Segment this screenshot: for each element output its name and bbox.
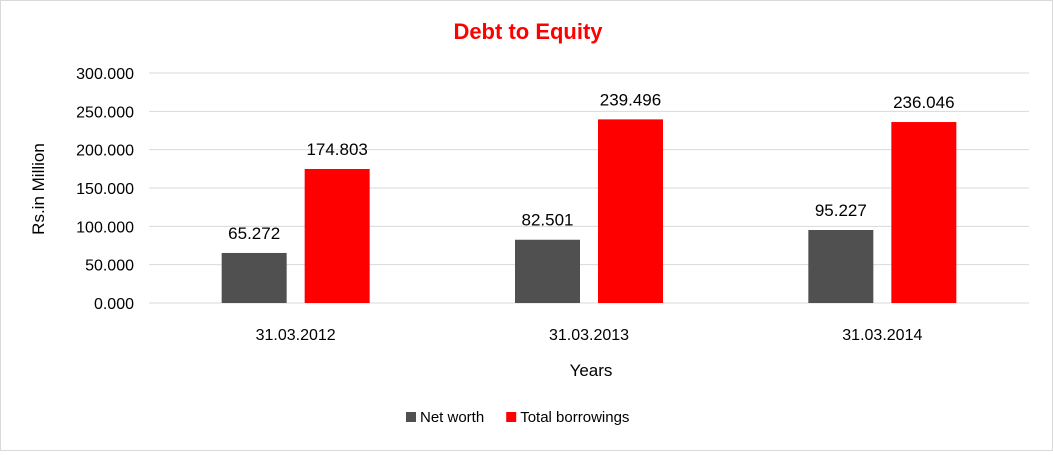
- y-tick-label: 200.000: [76, 143, 134, 160]
- x-tick-label: 31.03.2012: [256, 327, 336, 344]
- y-tick-label: 100.000: [76, 219, 134, 236]
- data-label: 65.272: [228, 224, 280, 243]
- bar-total-borrowings: [598, 119, 663, 303]
- data-label: 239.496: [600, 90, 661, 109]
- bar-total-borrowings: [891, 122, 957, 303]
- y-tick-label: 150.000: [76, 181, 134, 198]
- legend-label: Total borrowings: [520, 409, 629, 426]
- bar-net-worth: [808, 229, 874, 303]
- bars: [221, 119, 957, 303]
- x-tick-label: 31.03.2014: [842, 327, 922, 344]
- legend-swatch-total-borrowings: [506, 412, 517, 422]
- data-label: 95.227: [815, 201, 867, 220]
- legend-swatch-net-worth: [406, 412, 416, 422]
- y-axis-title: Rs.in Million: [29, 143, 48, 235]
- x-tick-label: 31.03.2013: [549, 327, 629, 344]
- data-label: 236.046: [893, 93, 954, 112]
- legend: Net worth Total borrowings: [406, 409, 629, 426]
- x-axis-ticks: 31.03.2012 31.03.2013 31.03.2014: [256, 327, 923, 344]
- x-axis-title: Years: [570, 361, 613, 380]
- data-label: 82.501: [522, 211, 574, 230]
- bar-net-worth: [221, 252, 287, 303]
- chart-title: Debt to Equity: [453, 19, 603, 44]
- data-labels: 65.272 174.803 82.501 239.496 95.227 236.046: [228, 90, 954, 243]
- bar-net-worth: [515, 239, 580, 303]
- bar-total-borrowings: [304, 168, 370, 303]
- y-tick-label: 50.000: [85, 258, 134, 275]
- gridlines: [149, 72, 1029, 304]
- y-tick-label: 0.000: [94, 296, 134, 313]
- y-tick-label: 250.000: [76, 104, 134, 121]
- legend-label: Net worth: [420, 409, 484, 426]
- y-tick-label: 300.000: [76, 66, 134, 83]
- y-axis-ticks: 0.000 50.000 100.000 150.000 200.000 250.000 3…: [76, 66, 134, 313]
- data-label: 174.803: [306, 140, 367, 159]
